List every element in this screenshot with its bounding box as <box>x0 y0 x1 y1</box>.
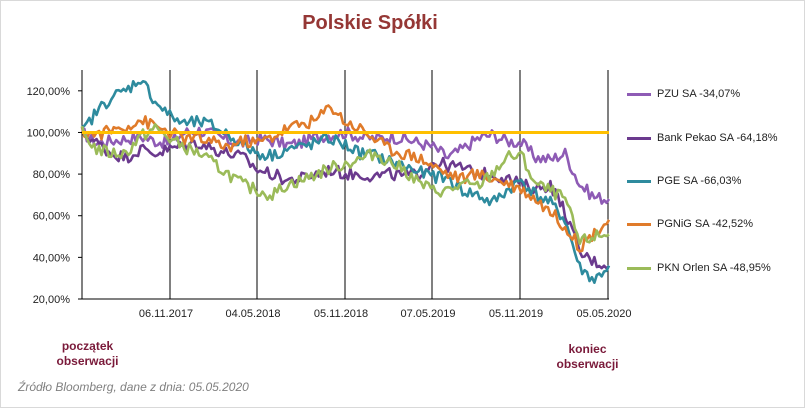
x-tick-label: 06.11.2017 <box>139 308 193 320</box>
legend-label: Bank Pekao SA -64,18% <box>657 132 778 144</box>
legend-swatch <box>627 222 651 226</box>
legend-label: PZU SA -34,07% <box>657 88 741 100</box>
chart-title: Polskie Spółki <box>302 12 438 34</box>
y-tick-label: 100,00% <box>27 127 71 139</box>
annotation-start: początek obserwacji <box>40 339 135 369</box>
x-tick-label: 04.05.2018 <box>225 308 280 320</box>
x-tick-label: 07.05.2019 <box>400 308 455 320</box>
x-tick-label: 05.05.2020 <box>576 308 631 320</box>
series-line <box>81 80 611 285</box>
y-tick-label: 80,00% <box>33 169 71 181</box>
annotation-end: koniec obserwacji <box>540 342 635 372</box>
legend-swatch <box>627 92 651 96</box>
annotation-line: obserwacji <box>56 354 119 368</box>
source-note: Źródło Bloomberg, dane z dnia: 05.05.202… <box>18 380 249 394</box>
y-tick-label: 120,00% <box>27 86 71 98</box>
series-line <box>80 104 611 253</box>
annotation-line: koniec <box>568 342 607 356</box>
annotation-line: obserwacji <box>556 357 619 371</box>
x-tick-label: 05.11.2018 <box>314 308 368 320</box>
legend-item: PZU SA -34,07% <box>627 86 740 102</box>
legend-label: PKN Orlen SA -48,95% <box>657 262 771 274</box>
series-line <box>80 123 610 246</box>
legend-swatch <box>627 266 651 270</box>
legend-item: PKN Orlen SA -48,95% <box>627 260 771 276</box>
legend-label: PGNiG SA -42,52% <box>657 218 753 230</box>
legend-item: PGE SA -66,03% <box>627 173 741 189</box>
y-tick-label: 60,00% <box>33 211 71 223</box>
legend-swatch <box>627 179 651 183</box>
legend-label: PGE SA -66,03% <box>657 175 742 187</box>
legend-swatch <box>627 136 651 140</box>
y-tick-label: 20,00% <box>33 294 71 306</box>
y-tick-label: 40,00% <box>33 252 71 264</box>
x-tick-label: 05.11.2019 <box>489 308 543 320</box>
legend-item: Bank Pekao SA -64,18% <box>627 130 777 146</box>
annotation-line: początek <box>61 339 114 353</box>
legend-item: PGNiG SA -42,52% <box>627 216 753 232</box>
